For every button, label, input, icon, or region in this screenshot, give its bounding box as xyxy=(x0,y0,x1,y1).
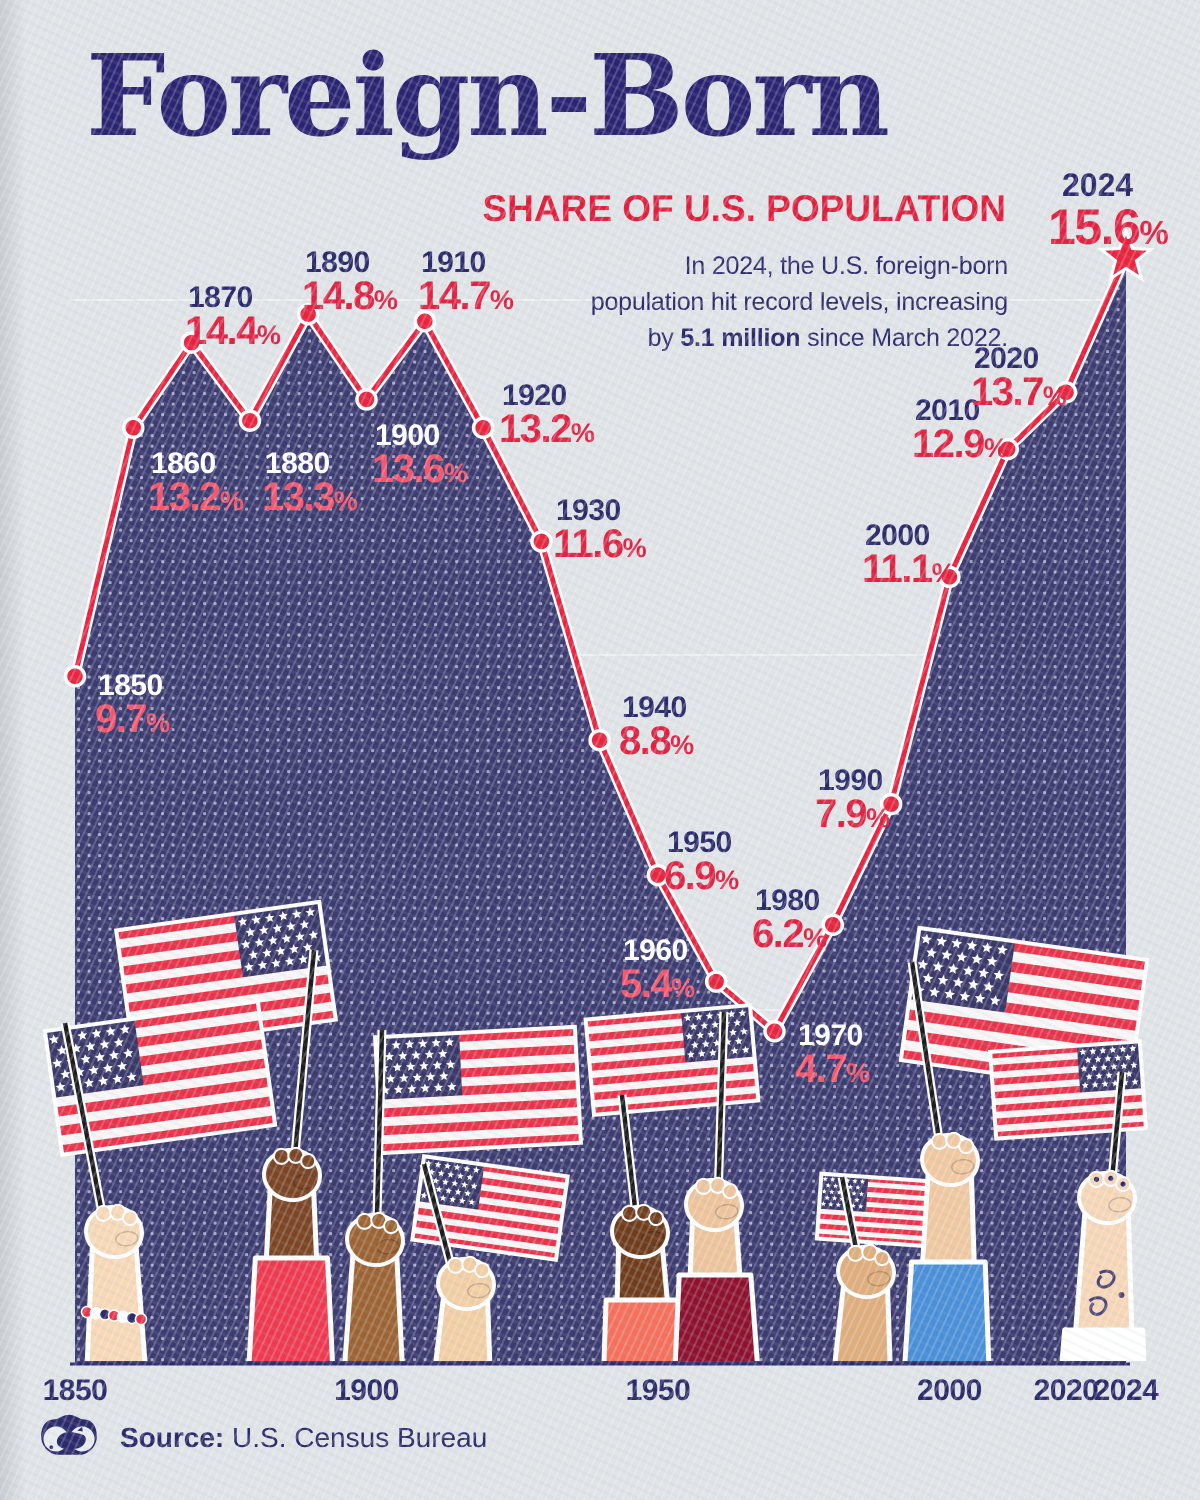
point-label-year-1880: 1880 xyxy=(265,447,330,480)
point-label-year-1980: 1980 xyxy=(755,884,820,917)
point-label-year-2010: 2010 xyxy=(915,394,980,427)
us-flag-5 xyxy=(583,1002,761,1118)
annotation-bold: 5.1 million xyxy=(680,324,801,352)
annotation-line-3-post: since March 2022. xyxy=(800,324,1008,352)
arm-7 xyxy=(832,1243,896,1361)
data-point-2020 xyxy=(1054,381,1078,404)
arm-4 xyxy=(433,1255,496,1361)
point-label-year-1940: 1940 xyxy=(622,691,687,724)
area-fill xyxy=(75,257,1126,1365)
source-text: Source: U.S. Census Bureau xyxy=(120,1422,487,1454)
point-label-year-1930: 1930 xyxy=(556,494,621,527)
arm-6 xyxy=(672,1176,760,1361)
data-point-1870 xyxy=(180,331,203,354)
x-tick-2020: 2020 xyxy=(1034,1374,1099,1407)
annotation-line-2: population hit record levels, increasing xyxy=(590,288,1008,316)
page-title: Foreign-Born xyxy=(86,31,890,162)
point-label-year-1890: 1890 xyxy=(305,246,370,279)
point-label-year-1910: 1910 xyxy=(421,246,486,279)
arm-1 xyxy=(80,1203,148,1361)
point-label-value-1990: 7.9% xyxy=(815,792,890,836)
point-label-year-1970: 1970 xyxy=(798,1019,863,1052)
point-label-year-1900: 1900 xyxy=(375,419,440,452)
point-label-value-1880: 13.3% xyxy=(262,475,358,519)
page-subtitle: SHARE OF U.S. POPULATION xyxy=(482,188,1006,229)
data-point-1950 xyxy=(646,863,670,887)
x-tick-1850: 1850 xyxy=(43,1374,108,1407)
x-tick-2024: 2024 xyxy=(1094,1374,1160,1407)
arm-5 xyxy=(601,1203,687,1361)
visual-capitalist-logo xyxy=(41,1414,97,1455)
point-label-year-1860: 1860 xyxy=(151,447,216,480)
annotation-line-3-pre: by xyxy=(647,324,681,352)
star-2024 xyxy=(1097,227,1155,282)
point-label-year-2000: 2000 xyxy=(865,519,930,552)
data-point-1960 xyxy=(704,970,728,993)
x-tick-2000: 2000 xyxy=(917,1374,982,1407)
data-point-1890 xyxy=(296,302,320,326)
data-point-1970 xyxy=(763,1020,786,1043)
point-label-year-2020: 2020 xyxy=(974,342,1039,375)
point-label-year-2024: 2024 xyxy=(1062,167,1133,203)
point-label-value-2010: 12.9% xyxy=(912,422,1008,466)
point-label-year-1850: 1850 xyxy=(98,669,163,702)
us-flag-8 xyxy=(988,1039,1148,1141)
x-tick-1900: 1900 xyxy=(334,1374,399,1407)
us-flag-3 xyxy=(372,1024,584,1156)
annotation-text: In 2024, the U.S. foreign-born populatio… xyxy=(591,248,1008,356)
point-label-value-1970: 4.7% xyxy=(795,1047,870,1091)
data-point-1860 xyxy=(122,416,145,440)
source-label: Source: xyxy=(120,1422,225,1453)
arm-3 xyxy=(342,1211,405,1361)
data-point-1880 xyxy=(238,409,262,432)
arm-8 xyxy=(902,1131,992,1361)
point-label-year-1950: 1950 xyxy=(667,826,732,859)
data-point-1930 xyxy=(530,530,553,553)
data-point-1980 xyxy=(821,913,845,937)
x-tick-1950: 1950 xyxy=(626,1374,691,1407)
data-point-1990 xyxy=(879,792,903,816)
data-point-1940 xyxy=(588,728,611,752)
arm-9 xyxy=(1059,1169,1147,1361)
point-label-year-1920: 1920 xyxy=(502,379,567,412)
point-label-year-1960: 1960 xyxy=(623,934,688,967)
data-point-2010 xyxy=(996,437,1019,461)
annotation-line-1: In 2024, the U.S. foreign-born xyxy=(684,252,1009,280)
source-value: U.S. Census Bureau xyxy=(224,1422,488,1453)
data-point-1900 xyxy=(355,388,378,411)
data-point-2000 xyxy=(938,565,961,589)
us-flag-2 xyxy=(42,999,278,1157)
data-point-1850 xyxy=(63,665,87,688)
point-label-year-1990: 1990 xyxy=(818,764,883,797)
data-point-1910 xyxy=(413,310,437,333)
point-label-value-1910: 14.7% xyxy=(418,274,514,318)
point-label-year-1870: 1870 xyxy=(188,281,253,314)
us-flag-6 xyxy=(814,1171,936,1249)
source-row: Source: U.S. Census Bureau xyxy=(40,1412,487,1464)
arm-2 xyxy=(246,1146,335,1361)
point-label-value-1930: 11.6% xyxy=(553,522,647,566)
data-point-1920 xyxy=(471,416,495,440)
point-label-value-1860: 13.2% xyxy=(148,475,244,519)
